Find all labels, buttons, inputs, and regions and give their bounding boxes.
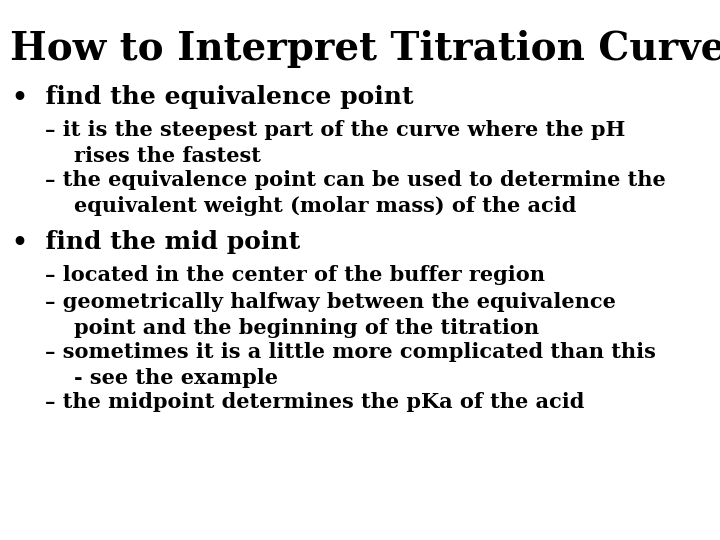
Text: •  find the mid point: • find the mid point [12, 230, 300, 254]
Text: How to Interpret Titration Curves: How to Interpret Titration Curves [10, 30, 720, 68]
Text: – located in the center of the buffer region: – located in the center of the buffer re… [45, 265, 545, 285]
Text: – sometimes it is a little more complicated than this
    - see the example: – sometimes it is a little more complica… [45, 342, 656, 388]
Text: – the midpoint determines the pKa of the acid: – the midpoint determines the pKa of the… [45, 392, 585, 412]
Text: – the equivalence point can be used to determine the
    equivalent weight (mola: – the equivalence point can be used to d… [45, 170, 666, 217]
Text: – it is the steepest part of the curve where the pH
    rises the fastest: – it is the steepest part of the curve w… [45, 120, 626, 166]
Text: – geometrically halfway between the equivalence
    point and the beginning of t: – geometrically halfway between the equi… [45, 292, 616, 339]
Text: •  find the equivalence point: • find the equivalence point [12, 85, 413, 109]
